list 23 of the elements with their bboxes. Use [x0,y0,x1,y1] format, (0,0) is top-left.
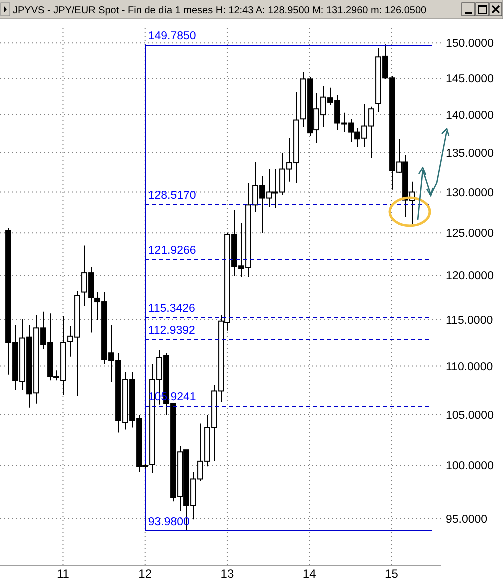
ref-line-label: 121.9266 [148,245,196,258]
y-tick-label: 115.0000 [446,315,494,328]
y-tick-label: 120.0000 [446,270,494,283]
y-tick-label: 95.0000 [446,514,488,526]
x-tick-label: 11 [57,567,70,581]
y-tick-label: 145.0000 [446,74,494,86]
ref-line-label: 112.9392 [148,324,196,337]
chart-title: JPYVS - JPY/EUR Spot - Fin de día 1 meses H: 12:43 A: 128.9500 M: 131.2960 m: 126.0500 [13,6,428,16]
y-tick-label: 130.0000 [446,187,494,200]
y-tick-label: 100.0000 [446,460,494,473]
y-tick-label: 135.0000 [446,148,494,160]
y-tick-label: 140.0000 [446,110,494,122]
x-tick-label: 13 [220,567,234,581]
y-tick-label: 125.0000 [446,228,494,240]
ref-line-label: 149.7850 [148,30,196,43]
x-tick-label: 15 [385,567,399,581]
ref-line-label: 115.3426 [148,302,196,315]
y-tick-label: 110.0000 [446,361,494,374]
y-tick-label: 150.0000 [446,38,494,50]
y-tick-label: 105.0000 [446,410,494,422]
x-tick-label: 14 [302,567,317,581]
x-tick-label: 12 [138,567,152,581]
ref-line-label: 128.5170 [148,190,196,202]
